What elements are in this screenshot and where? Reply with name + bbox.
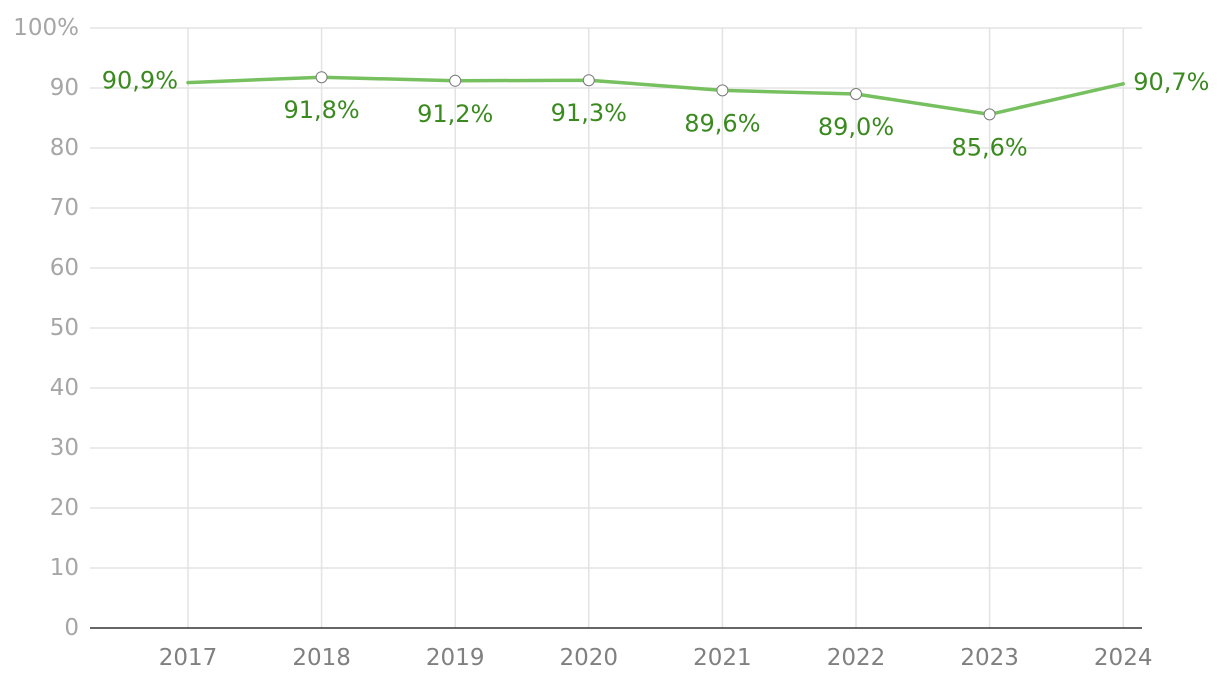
data-label: 91,8% xyxy=(283,96,359,124)
data-label: 90,7% xyxy=(1133,68,1209,96)
y-tick-label: 50 xyxy=(50,315,79,341)
data-label: 85,6% xyxy=(951,133,1027,161)
data-label: 89,6% xyxy=(684,109,760,137)
x-tick-label: 2024 xyxy=(1094,645,1153,671)
data-label: 90,9% xyxy=(102,67,178,95)
y-tick-label: 90 xyxy=(50,75,79,101)
series xyxy=(186,71,1125,121)
data-label: 89,0% xyxy=(818,113,894,141)
y-tick-label: 10 xyxy=(50,555,79,581)
y-tick-label: 100% xyxy=(13,15,79,41)
x-tick-label: 2023 xyxy=(960,645,1019,671)
x-tick-label: 2020 xyxy=(560,645,619,671)
y-tick-label: 0 xyxy=(64,615,79,641)
data-point xyxy=(449,74,462,87)
x-tick-label: 2021 xyxy=(693,645,752,671)
data-point xyxy=(983,108,996,121)
data-point xyxy=(315,71,328,84)
data-point xyxy=(716,84,729,97)
axes: 0 10 20 30 40 50 60 70 80 90 100% 2017 2018 2019 2020 2… xyxy=(13,15,1152,671)
y-tick-label: 70 xyxy=(50,195,79,221)
series-line xyxy=(186,75,1125,117)
data-point xyxy=(850,88,862,100)
x-tick-label: 2019 xyxy=(426,645,485,671)
data-label: 91,2% xyxy=(417,100,493,128)
y-tick-label: 20 xyxy=(50,495,79,521)
y-tick-label: 60 xyxy=(50,255,79,281)
x-tick-label: 2018 xyxy=(292,645,351,671)
data-labels: 90,9% 91,8% 91,2% 91,3% 89,6% 89,0% 85,6% 90,7% xyxy=(102,67,1210,162)
grid xyxy=(90,27,1142,628)
y-tick-label: 80 xyxy=(50,135,79,161)
x-tick-label: 2022 xyxy=(827,645,886,671)
y-tick-label: 40 xyxy=(50,375,79,401)
data-label: 91,3% xyxy=(551,99,627,127)
y-tick-label: 30 xyxy=(50,435,79,461)
x-tick-label: 2017 xyxy=(159,645,218,671)
data-point xyxy=(582,74,595,87)
